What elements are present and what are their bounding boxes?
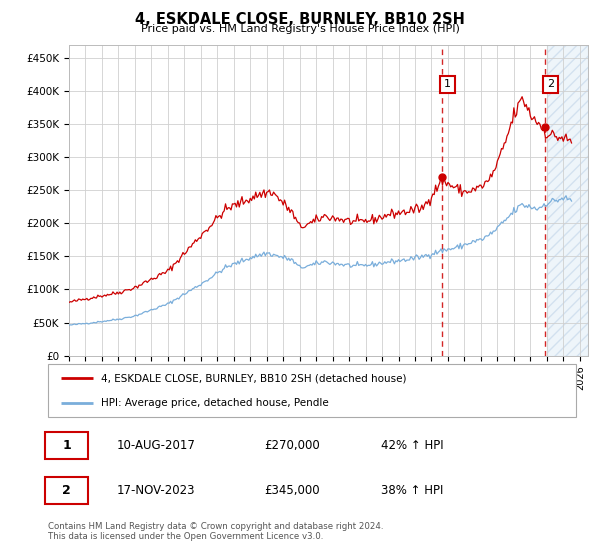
FancyBboxPatch shape [46, 477, 88, 503]
Text: £345,000: £345,000 [265, 484, 320, 497]
Text: 17-NOV-2023: 17-NOV-2023 [116, 484, 195, 497]
Text: Price paid vs. HM Land Registry's House Price Index (HPI): Price paid vs. HM Land Registry's House … [140, 24, 460, 34]
Text: HPI: Average price, detached house, Pendle: HPI: Average price, detached house, Pend… [101, 398, 329, 408]
FancyBboxPatch shape [46, 432, 88, 459]
Text: 42% ↑ HPI: 42% ↑ HPI [380, 439, 443, 452]
Bar [547, 45, 588, 356]
Text: 2: 2 [62, 484, 71, 497]
Text: 4, ESKDALE CLOSE, BURNLEY, BB10 2SH (detached house): 4, ESKDALE CLOSE, BURNLEY, BB10 2SH (det… [101, 374, 406, 384]
Text: Contains HM Land Registry data © Crown copyright and database right 2024.
This d: Contains HM Land Registry data © Crown c… [48, 522, 383, 542]
Text: 2: 2 [547, 80, 554, 90]
Text: 4, ESKDALE CLOSE, BURNLEY, BB10 2SH: 4, ESKDALE CLOSE, BURNLEY, BB10 2SH [135, 12, 465, 27]
Text: £270,000: £270,000 [265, 439, 320, 452]
Text: 1: 1 [444, 80, 451, 90]
Text: 1: 1 [62, 439, 71, 452]
Text: 10-AUG-2017: 10-AUG-2017 [116, 439, 196, 452]
Text: 38% ↑ HPI: 38% ↑ HPI [380, 484, 443, 497]
Bar [547, 45, 588, 356]
